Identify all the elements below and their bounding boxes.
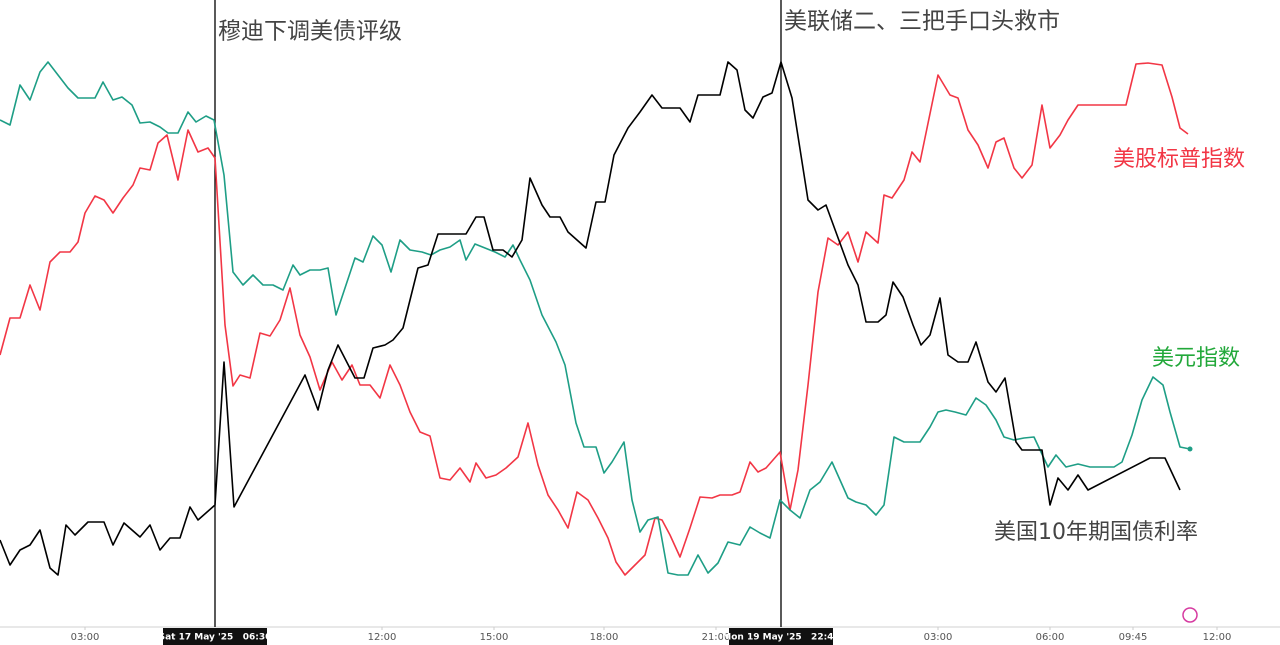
x-tick-label: 12:00 bbox=[1203, 632, 1232, 643]
x-tick-label: Mon 19 May '25 22:45 bbox=[722, 633, 839, 643]
x-tick-label: 06:00 bbox=[1036, 632, 1065, 643]
annotation: 美联储二、三把手口头救市 bbox=[784, 9, 1060, 35]
annotation: 穆迪下调美债评级 bbox=[218, 19, 402, 45]
x-tick-label: 09:45 bbox=[1119, 632, 1148, 643]
series-label: 美国10年期国债利率 bbox=[994, 520, 1198, 545]
x-tick-label: Sat 17 May '25 06:30 bbox=[159, 633, 272, 643]
x-tick-label: 15:00 bbox=[480, 632, 509, 643]
x-tick-label: 03:00 bbox=[924, 632, 953, 643]
x-tick-label: 03:00 bbox=[71, 632, 100, 643]
x-tick-label: 12:00 bbox=[368, 632, 397, 643]
logo-icon bbox=[1182, 607, 1198, 623]
series-line bbox=[0, 61, 1181, 576]
series-label: 美元指数 bbox=[1152, 346, 1240, 371]
last-point bbox=[1187, 446, 1193, 452]
tick-highlight bbox=[729, 628, 833, 645]
series-line bbox=[0, 61, 1191, 576]
x-tick-label: 18:00 bbox=[590, 632, 619, 643]
x-tick-label: 21:00 bbox=[702, 632, 731, 643]
series-line bbox=[0, 62, 1189, 576]
series-label: 美股标普指数 bbox=[1113, 147, 1245, 172]
tick-highlight bbox=[163, 628, 267, 645]
